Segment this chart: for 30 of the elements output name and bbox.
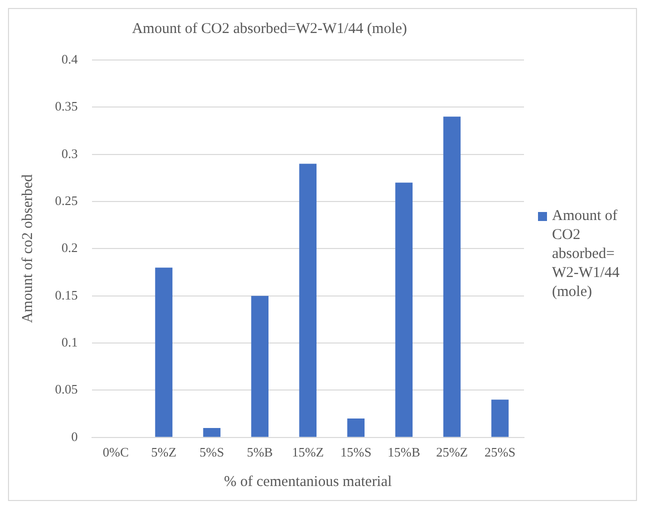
bar [443,116,461,437]
bar [251,296,268,437]
y-tick-label: 0.35 [55,98,78,114]
y-axis-title: Amount of co2 obserbed [20,174,36,324]
x-tick-label: 5%S [200,444,224,460]
x-axis-title: % of cementanious material [224,474,392,490]
y-tick-label: 0.05 [55,382,78,397]
x-tick-label: 15%Z [292,444,324,460]
x-tick-label: 25%Z [436,444,468,460]
y-tick-label: 0.4 [62,51,78,66]
bar [395,182,413,437]
y-tick-label: 0.15 [55,287,78,302]
legend-label: Amount of CO2 absorbed= W2-W1/44 (mole) [552,207,620,302]
y-tick-label: 0.1 [62,334,78,350]
x-tick-label: 5%B [246,444,274,460]
x-tick-label: 15%B [388,444,421,460]
bar [203,428,220,437]
bar [299,164,317,437]
x-tick-label: 25%S [484,444,516,460]
chart-title: Amount of CO2 absorbed=W2-W1/44 (mole) [132,20,408,37]
x-tick-label: 0%C [102,444,129,460]
bar [491,400,509,437]
y-tick-label: 0 [71,428,78,444]
bar [347,418,365,437]
y-tick-label: 0.2 [62,240,78,256]
y-tick-label: 0.25 [55,192,78,208]
bar [155,268,172,437]
x-tick-label: 5%Z [151,444,176,460]
x-tick-label: 15%S [340,444,372,460]
y-tick-label: 0.3 [62,146,78,161]
